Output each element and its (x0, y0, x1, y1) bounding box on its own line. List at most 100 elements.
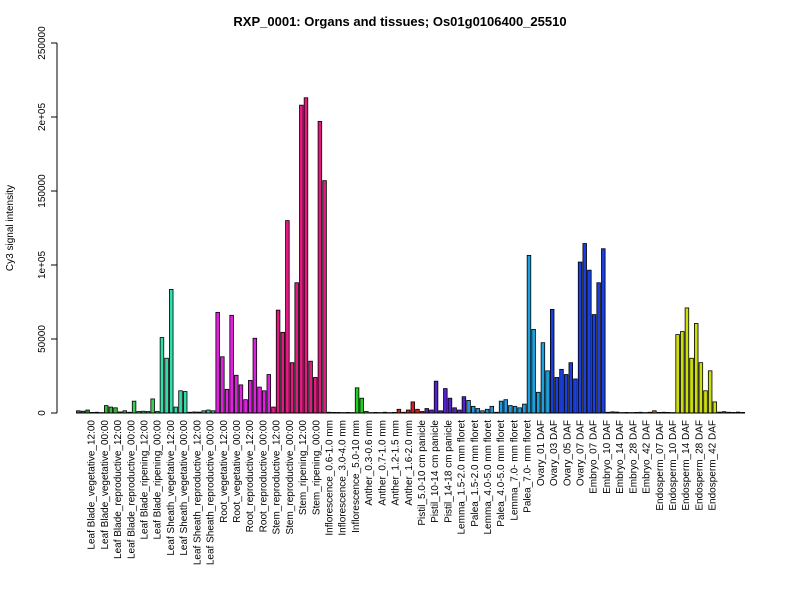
y-axis: 0 50000 1e+05 150000 2e+05 250000 (37, 26, 58, 416)
bar (461, 396, 467, 414)
bar (452, 407, 457, 414)
x-tick-label: Lemma_1.5-2.0 mm floret (457, 420, 468, 535)
y-axis-label: Cy3 signal intensity (5, 185, 16, 271)
bar (248, 380, 253, 414)
bar (396, 408, 402, 414)
bar (466, 400, 471, 414)
bar (707, 370, 713, 414)
bar (549, 308, 555, 414)
bar (498, 400, 504, 414)
bar (229, 314, 234, 414)
x-tick-label: Palea_7.0- mm floret (523, 420, 534, 513)
bar (285, 220, 290, 414)
y-tick-label: 0 (37, 410, 48, 416)
bar (443, 388, 448, 414)
x-tick-label: Stem_reproductive_00:00 (285, 420, 296, 535)
bar (522, 403, 527, 414)
x-axis: Leaf Blade_vegetative_12:00 Leaf Blade_ve… (76, 412, 745, 565)
bar (178, 390, 183, 414)
bar (675, 334, 680, 414)
x-tick-label: Stem_ripening_00:00 (311, 420, 322, 516)
x-tick-label: Leaf Blade_ripening_12:00 (139, 420, 150, 540)
bar (150, 398, 155, 414)
x-tick-label: Leaf Blade_reproductive_00:00 (126, 420, 137, 559)
bar (224, 388, 230, 414)
bar (303, 97, 309, 414)
x-tick-label: Stem_reproductive_12:00 (272, 420, 283, 535)
bar (317, 121, 323, 414)
bar (508, 405, 513, 414)
x-tick-label: Leaf Blade_reproductive_12:00 (113, 420, 124, 559)
bar (275, 309, 281, 414)
bar (424, 408, 429, 414)
bar (512, 405, 518, 414)
bar (234, 374, 239, 414)
bar (582, 243, 587, 414)
bars (76, 97, 745, 414)
bar (531, 328, 536, 414)
x-tick-label: Endosperm_10 DAF (668, 420, 679, 511)
x-tick-label: Root_vegetative_12:00 (219, 420, 230, 523)
y-tick-label: 250000 (37, 26, 48, 60)
y-tick-label: 2e+05 (37, 103, 48, 132)
bar (415, 408, 420, 414)
bar (540, 342, 546, 414)
bar (517, 407, 522, 414)
bar (536, 391, 541, 414)
bar (601, 248, 606, 414)
x-tick-label: Embryo_42 DAF (642, 420, 653, 494)
bar (568, 362, 573, 414)
bar (261, 390, 267, 414)
x-tick-label: Inflorescence_3.0-4.0 mm (338, 420, 349, 536)
x-tick-label: Endosperm_42 DAF (708, 420, 719, 511)
bar (182, 391, 188, 414)
x-tick-label: Pistil_10-14 cm panicle (430, 420, 441, 523)
bar (503, 399, 508, 414)
x-tick-label: Pistil_14-18 cm panicle (443, 420, 454, 523)
bar (322, 180, 327, 414)
bar (433, 380, 439, 414)
bar (252, 337, 258, 414)
bar (308, 360, 313, 414)
bar (215, 311, 220, 414)
x-tick-label: Anther_1.6-2.0 mm (404, 420, 415, 506)
bar (712, 401, 718, 414)
x-tick-label: Stem_ripening_12:00 (298, 420, 309, 516)
bar (238, 384, 244, 414)
bar (243, 399, 248, 414)
x-tick-label: Leaf Blade_vegetative_12:00 (87, 420, 98, 550)
x-tick-label: Inflorescence_5.0-10 mm (351, 420, 362, 533)
bar (313, 377, 318, 414)
bar (587, 269, 592, 414)
x-tick-label: Palea_1.5-2.0 mm floret (470, 420, 481, 527)
bar (294, 282, 299, 414)
bar (131, 400, 137, 414)
bar (489, 405, 495, 414)
x-tick-label: Endosperm_14 DAF (681, 420, 692, 511)
bar (694, 323, 699, 414)
bar (108, 406, 114, 414)
chart-title: RXP_0001: Organs and tissues; Os01g01064… (233, 14, 566, 29)
x-tick-label: Leaf Blade_vegetative_00:00 (100, 420, 111, 550)
x-tick-label: Inflorescence_0.6-1.0 mm (324, 420, 335, 536)
x-tick-label: Palea_4.0-5.0 mm floret (496, 420, 507, 527)
bar (563, 374, 569, 414)
bar (159, 337, 165, 414)
bar (684, 307, 690, 414)
bar (354, 387, 360, 414)
x-tick-label: Embryo_14 DAF (615, 420, 626, 494)
bar (113, 407, 118, 414)
bar (703, 390, 708, 414)
x-tick-label: Leaf Sheath_vegetative_00:00 (179, 420, 190, 556)
x-tick-label: Ovary_01 DAF (536, 420, 547, 486)
y-tick-label: 150000 (37, 174, 48, 208)
x-tick-label: Leaf Blade_ripening_00:00 (153, 420, 164, 540)
bar (554, 377, 560, 414)
bar (359, 397, 364, 414)
x-tick-label: Pistil_5.0-10 cm panicle (417, 420, 428, 526)
x-tick-label: Lemma_7.0- mm floret (509, 420, 520, 521)
bar (103, 405, 109, 414)
x-tick-label: Ovary_05 DAF (562, 420, 573, 486)
